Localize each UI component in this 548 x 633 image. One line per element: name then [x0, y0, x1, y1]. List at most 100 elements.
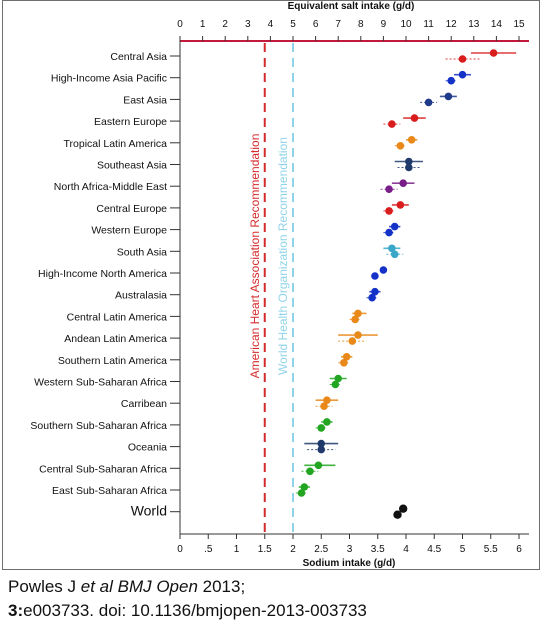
top-tick-label: 13	[468, 19, 480, 30]
citation-volume: 3:	[8, 601, 24, 620]
data-point	[385, 185, 393, 193]
top-tick-label: 7	[335, 19, 341, 30]
top-axis: 0 1 2 3 4 5 6 7 8 9 10 11 12 13 14 15	[177, 19, 529, 42]
region-label: Oceania	[128, 442, 167, 454]
region-label: Western Sub-Saharan Africa	[34, 377, 167, 389]
top-tick-label: 14	[491, 19, 503, 30]
data-point	[385, 228, 393, 237]
data-point	[354, 309, 362, 318]
bottom-tick-label: 3	[347, 544, 353, 555]
top-tick-label: 0	[177, 19, 183, 30]
bottom-tick-label: 3.5	[371, 544, 385, 555]
bottom-tick-label: 4	[403, 544, 409, 555]
bottom-axis: 0 .5 1 1.5 2 2.5 3 3.5 4 4.5 5 5.5 6	[177, 41, 529, 555]
bottom-tick-label: 1	[234, 544, 240, 555]
data-point	[390, 250, 399, 259]
data-point	[306, 467, 314, 476]
bottom-tick-label: .5	[204, 544, 213, 555]
top-tick-label: 2	[222, 19, 228, 30]
region-label: Southeast Asia	[97, 160, 167, 172]
top-tick-label: 3	[245, 19, 251, 30]
data-point	[444, 92, 453, 101]
data-point	[317, 424, 326, 432]
data-points	[295, 49, 517, 519]
top-tick-label: 4	[268, 19, 274, 30]
data-point	[399, 179, 407, 187]
reference-line-label: World Health Organization Recommendation	[276, 137, 290, 375]
region-label: Central Latin America	[67, 311, 168, 323]
citation-journal: et al BMJ Open	[80, 577, 198, 596]
data-point	[458, 70, 467, 79]
data-point	[407, 136, 416, 144]
data-point	[405, 157, 413, 166]
data-point	[371, 272, 379, 280]
region-labels: Central Asia High-Income Asia Pacific East…	[30, 51, 180, 519]
region-label: North Africa-Middle East	[54, 181, 167, 193]
top-tick-label: 9	[381, 19, 387, 30]
citation-doi: e003733. doi: 10.1136/bmjopen-2013-00373…	[23, 601, 367, 620]
bottom-tick-label: 4.5	[427, 544, 441, 555]
region-label: World	[131, 503, 167, 519]
region-label: Central Asia	[110, 51, 167, 63]
region-label: Southern Latin America	[58, 355, 167, 367]
top-tick-label: 8	[358, 19, 364, 30]
data-point	[371, 287, 379, 296]
top-tick-label: 1	[200, 19, 206, 30]
region-label: Tropical Latin America	[64, 138, 168, 150]
region-label: Eastern Europe	[94, 116, 167, 128]
data-point	[388, 244, 396, 253]
top-axis-title: Equivalent salt intake (g/d)	[288, 1, 415, 12]
data-point	[317, 445, 326, 454]
data-point	[323, 396, 331, 405]
top-tick-label: 6	[313, 19, 319, 30]
bottom-tick-label: 2.5	[314, 544, 328, 555]
data-point	[314, 461, 323, 470]
data-point	[385, 207, 393, 215]
bottom-tick-label: 0	[177, 544, 183, 555]
bottom-tick-label: 1.5	[258, 544, 272, 555]
region-label: East Sub-Saharan Africa	[52, 485, 167, 497]
region-label: High-Income Asia Pacific	[51, 73, 167, 85]
region-label: Central Sub-Saharan Africa	[39, 463, 167, 475]
data-point	[342, 353, 351, 361]
data-point	[396, 201, 405, 209]
bottom-tick-label: 2	[290, 544, 296, 555]
region-label: Australasia	[115, 290, 167, 302]
data-point	[317, 439, 326, 448]
data-point	[458, 55, 467, 63]
data-point	[390, 222, 399, 231]
region-label: Central Europe	[96, 203, 167, 215]
data-point	[323, 418, 331, 426]
bottom-tick-label: 6	[516, 544, 522, 555]
reference-lines: American Heart Association Recommendatio…	[248, 43, 294, 534]
region-label: South Asia	[117, 246, 167, 258]
data-point	[398, 504, 408, 513]
region-label: Carribean	[121, 398, 167, 410]
citation-line-2: 3:e003733. doi: 10.1136/bmjopen-2013-003…	[8, 601, 367, 621]
data-point	[405, 163, 413, 172]
data-point	[368, 293, 376, 302]
data-point	[379, 266, 388, 274]
data-point	[447, 76, 456, 85]
chart-frame: Equivalent salt intake (g/d) 0 1 2 3 4 5 6 7 8 9 1…	[2, 0, 540, 570]
region-label: High-Income North America	[38, 268, 167, 280]
bottom-axis-title: Sodium intake (g/d)	[303, 558, 396, 569]
region-label: East Asia	[123, 94, 167, 106]
data-point	[354, 331, 362, 339]
reference-line-label: American Heart Association Recommendatio…	[248, 134, 262, 379]
data-point	[340, 359, 348, 367]
top-tick-label: 5	[290, 19, 296, 30]
data-point	[348, 337, 357, 345]
data-point	[351, 315, 359, 324]
data-point	[297, 489, 306, 497]
data-point	[300, 483, 309, 491]
top-tick-label: 15	[513, 19, 525, 30]
data-point	[410, 114, 419, 122]
data-point	[331, 380, 340, 389]
citation-author: Powles J	[8, 577, 81, 596]
data-point	[489, 49, 498, 57]
data-point	[424, 98, 433, 107]
data-point	[334, 374, 343, 383]
bottom-tick-label: 5.5	[484, 544, 498, 555]
region-label: Western Europe	[91, 225, 167, 237]
